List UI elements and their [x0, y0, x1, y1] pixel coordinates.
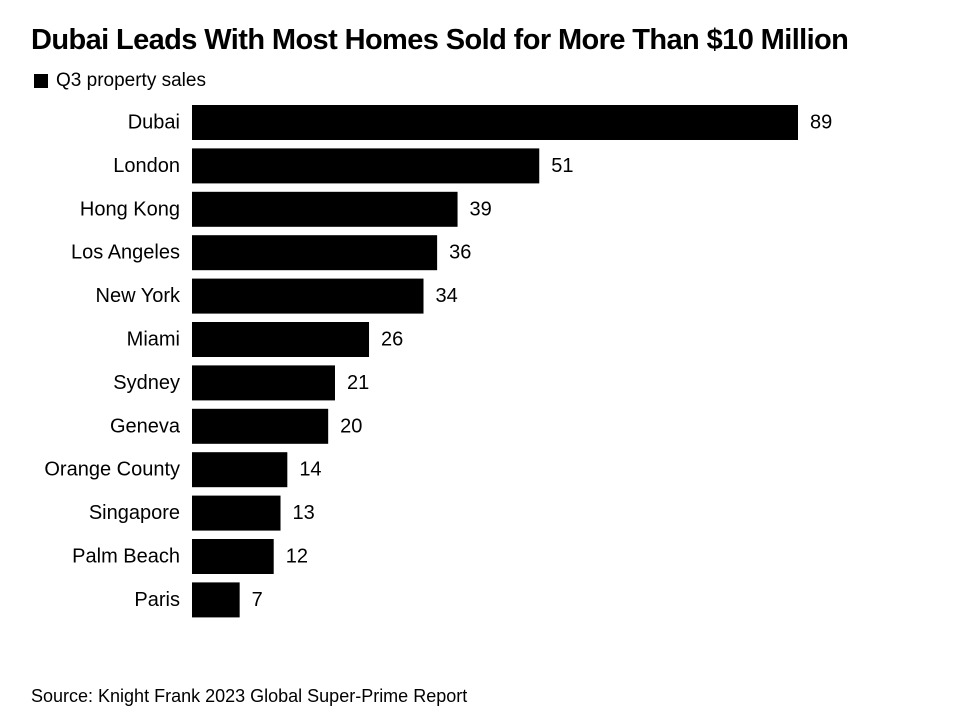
- value-label: 26: [381, 329, 403, 351]
- legend: Q3 property sales: [34, 70, 206, 92]
- category-label: Palm Beach: [72, 546, 180, 568]
- category-label: New York: [96, 285, 181, 307]
- category-label: Dubai: [128, 112, 180, 134]
- bar: [192, 148, 540, 184]
- category-label: Paris: [134, 589, 180, 611]
- bar: [192, 235, 438, 271]
- bar: [192, 191, 458, 227]
- bar: [192, 495, 281, 531]
- value-label: 51: [551, 155, 573, 177]
- category-label: London: [113, 155, 180, 177]
- category-label: Miami: [127, 329, 180, 351]
- bar: [192, 105, 798, 140]
- value-label: 7: [252, 589, 263, 611]
- category-label: Sydney: [113, 372, 180, 394]
- bar: [192, 278, 424, 314]
- value-label: 39: [470, 198, 492, 220]
- bar: [192, 582, 240, 618]
- value-label: 34: [436, 285, 458, 307]
- category-label: Singapore: [89, 502, 180, 524]
- value-label: 14: [299, 459, 321, 481]
- source-note: Source: Knight Frank 2023 Global Super-P…: [31, 686, 468, 706]
- bar: [192, 365, 335, 401]
- category-label: Hong Kong: [80, 198, 180, 220]
- category-label: Orange County: [44, 459, 180, 481]
- value-label: 20: [340, 415, 362, 437]
- value-label: 12: [286, 546, 308, 568]
- legend-label: Q3 property sales: [56, 70, 206, 91]
- category-label: Geneva: [110, 415, 181, 437]
- category-label: Los Angeles: [71, 242, 180, 264]
- legend-swatch: [34, 74, 48, 88]
- bar: [192, 539, 274, 574]
- chart-title: Dubai Leads With Most Homes Sold for Mor…: [31, 24, 849, 56]
- value-label: 36: [449, 242, 471, 264]
- value-label: 13: [293, 502, 315, 524]
- bar: [192, 322, 370, 357]
- value-label: 21: [347, 372, 369, 394]
- value-label: 89: [810, 112, 832, 134]
- bar: [192, 452, 288, 488]
- bar: [192, 408, 329, 444]
